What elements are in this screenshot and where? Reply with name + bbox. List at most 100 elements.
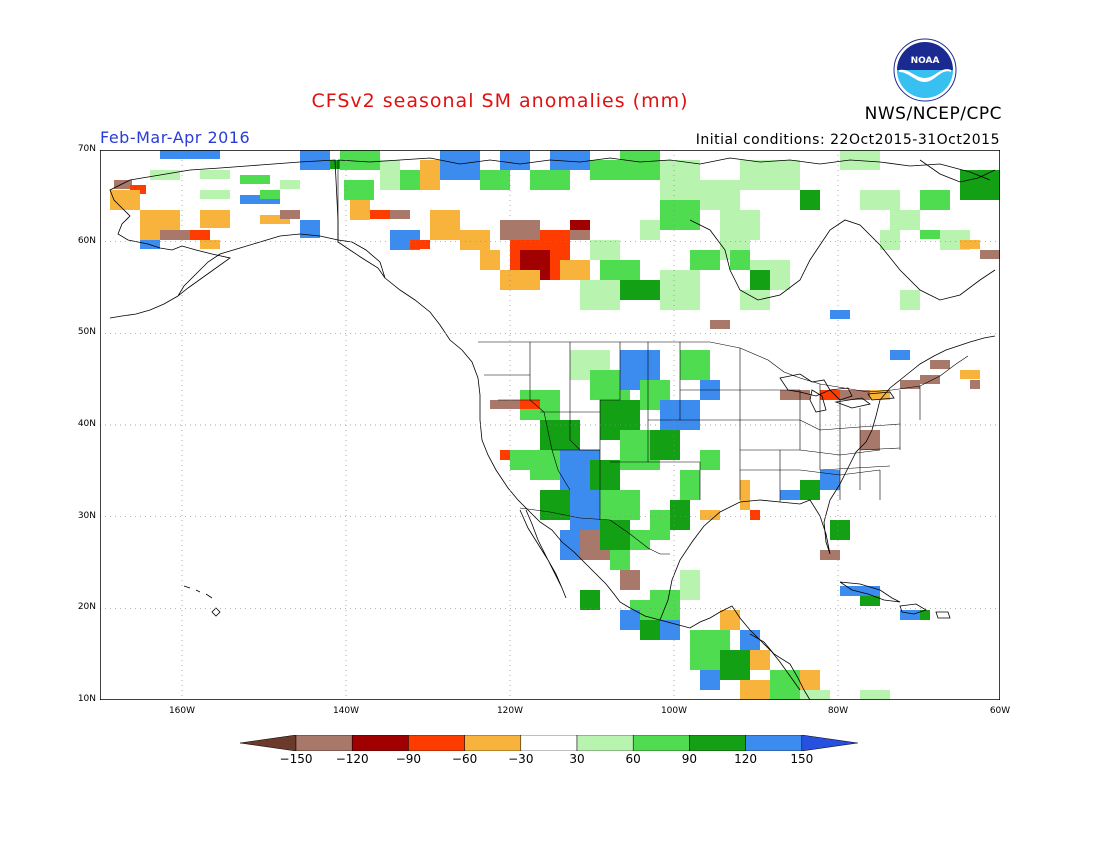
anomaly-cell [800, 480, 820, 500]
anomaly-cell [160, 230, 190, 240]
anomaly-cell [780, 390, 810, 400]
anomaly-cell [240, 175, 270, 184]
anomaly-cell [570, 490, 600, 530]
anomaly-cell [650, 590, 680, 620]
anomaly-cell [730, 250, 750, 270]
anomaly-cell [200, 240, 220, 249]
anomaly-cell [920, 190, 950, 210]
anomaly-cell [200, 210, 230, 228]
anomaly-cell [920, 610, 930, 620]
anomaly-cell [700, 510, 720, 520]
anomaly-cell [260, 215, 290, 224]
colorbar-bin [689, 735, 746, 751]
anomaly-cell [570, 220, 590, 230]
colorbar-bin [464, 735, 522, 751]
latitude-label: 20N [77, 602, 96, 613]
anomaly-cell [680, 570, 700, 600]
anomaly-cell [200, 190, 230, 199]
anomaly-cell [870, 390, 890, 400]
anomaly-cell [640, 620, 660, 640]
anomaly-cell [740, 630, 760, 650]
agency-label: NWS/NCEP/CPC [864, 104, 1002, 124]
map-canvas [100, 150, 1000, 700]
colorbar-tick-label: −120 [335, 752, 369, 766]
anomaly-cell [620, 570, 640, 590]
anomaly-cell [740, 480, 750, 510]
anomaly-cell [860, 690, 890, 700]
anomaly-cell [830, 520, 850, 540]
forecast-period-label: Feb-Mar-Apr 2016 [100, 128, 251, 147]
anomaly-cell [660, 620, 680, 640]
anomaly-cell [580, 280, 620, 310]
colorbar-legend [240, 735, 858, 751]
anomaly-cell [150, 170, 180, 180]
anomaly-cell [860, 190, 900, 210]
anomaly-cell [620, 280, 660, 300]
anomaly-cell [550, 150, 590, 170]
anomaly-cell [820, 390, 840, 400]
anomaly-cell [720, 650, 750, 680]
colorbar-tick-label: 30 [569, 752, 585, 766]
colorbar-bin [520, 735, 578, 751]
anomaly-cell [680, 350, 710, 380]
anomaly-cell [830, 310, 850, 319]
anomaly-cell [900, 380, 920, 389]
anomaly-cell [350, 200, 370, 220]
longitude-label: 160W [168, 706, 196, 716]
colorbar-tick-label: −90 [395, 752, 422, 766]
anomaly-cell [720, 210, 760, 240]
colorbar-bin [351, 735, 409, 751]
anomaly-cell [344, 180, 374, 200]
colorbar-arrow-high [801, 735, 858, 751]
latitude-label: 30N [77, 510, 96, 521]
coastlines [109, 157, 996, 700]
anomaly-cell [300, 150, 330, 170]
longitude-label: 120W [496, 706, 524, 716]
anomaly-cell [590, 240, 620, 260]
anomaly-cell [690, 250, 720, 270]
colorbar-bin [745, 735, 803, 751]
anomaly-cell [110, 190, 140, 210]
noaa-logo: NOAA [893, 38, 957, 102]
anomaly-cell [160, 150, 220, 159]
anomaly-cell [660, 160, 700, 200]
latitude-label: 60N [77, 235, 96, 246]
anomaly-cell [660, 200, 700, 230]
latitude-label: 10N [77, 694, 96, 704]
anomaly-cell [660, 270, 700, 310]
anomaly-cell [710, 320, 730, 329]
anomaly-cell [540, 420, 580, 450]
anomaly-cell [190, 230, 210, 240]
anomaly-cell [840, 390, 880, 400]
anomaly-cell [960, 240, 980, 249]
anomaly-cell [280, 180, 300, 189]
anomaly-cell [540, 230, 570, 250]
anomaly-cell [890, 350, 910, 360]
anomaly-cell [900, 290, 920, 310]
anomaly-cell [520, 400, 540, 409]
anomaly-cell [740, 290, 770, 310]
anomaly-cell [620, 610, 640, 630]
anomaly-cell [630, 530, 650, 550]
anomaly-cell [750, 270, 770, 290]
anomaly-cell [700, 450, 720, 470]
anomaly-cell [840, 150, 880, 170]
latitude-label: 40N [77, 419, 96, 429]
anomaly-cell [114, 180, 132, 189]
anomaly-cell [130, 185, 146, 194]
initial-conditions-label: Initial conditions: 22Oct2015-31Oct2015 [695, 132, 1000, 148]
anomaly-cell [300, 220, 320, 238]
anomaly-cell [530, 170, 570, 190]
colorbar-tick-label: 120 [734, 752, 758, 766]
anomaly-cell [490, 400, 500, 409]
anomaly-cell [600, 490, 640, 520]
anomaly-cell [800, 670, 820, 690]
anomaly-cell [920, 375, 940, 384]
colorbar-tick-label: 90 [681, 752, 698, 766]
anomaly-cell [670, 500, 690, 530]
latitude-label: 50N [77, 327, 96, 338]
anomaly-cell [800, 190, 820, 210]
anomaly-cell [410, 240, 430, 249]
anomaly-cell [240, 195, 280, 204]
anomaly-cell [420, 160, 440, 190]
